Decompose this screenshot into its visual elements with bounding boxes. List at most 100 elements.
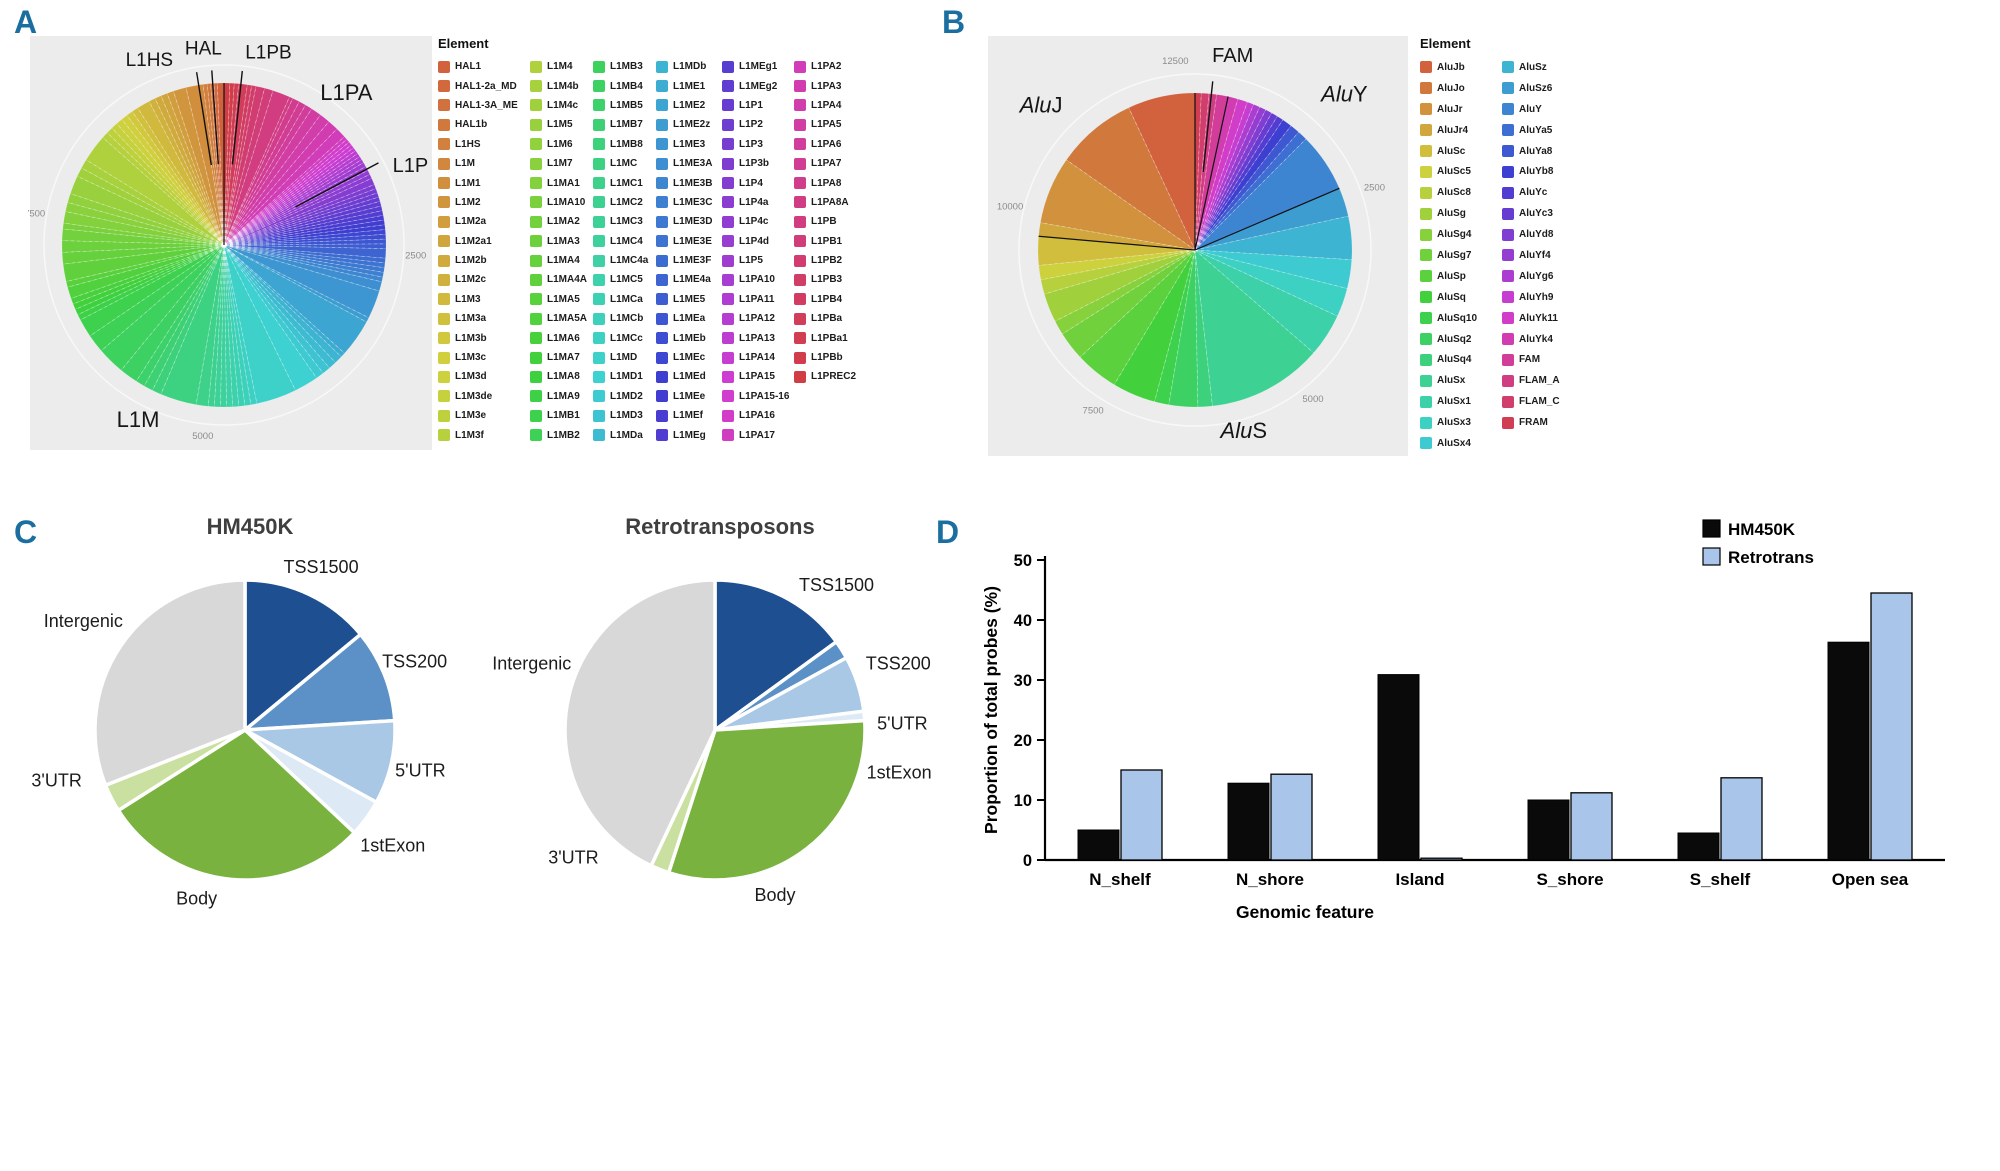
slice-separator <box>223 196 379 246</box>
legend-label: L1M4b <box>547 80 579 92</box>
bar-HM450K-Island <box>1377 674 1420 861</box>
legend-label: L1MA8 <box>547 371 580 383</box>
slice-separator <box>223 128 338 246</box>
legend-item: L1PA13 <box>722 328 794 347</box>
pie-slice-AluJo <box>1066 107 1196 251</box>
pie-slice-L1PA12 <box>223 153 360 246</box>
panel-a-letter: A <box>14 4 38 40</box>
legend-label: L1MEc <box>673 352 706 364</box>
legend-swatch <box>656 99 668 112</box>
pie-slice-L1M3b <box>126 111 225 246</box>
legend-label: L1MA9 <box>547 390 580 402</box>
legend-item: L1M3 <box>438 290 530 309</box>
legend-item: L1MA4 <box>530 251 593 270</box>
legend-swatch <box>593 177 605 190</box>
slice-separator <box>172 91 225 246</box>
legend-label: L1ME2 <box>673 99 706 111</box>
slice-separator <box>111 127 225 246</box>
legend-swatch <box>438 177 450 190</box>
callout-leader-line <box>211 70 220 165</box>
pie-slice-L1MD3 <box>223 244 330 374</box>
slice-separator <box>1079 249 1196 358</box>
legend-item: L1MA7 <box>530 348 593 367</box>
legend-swatch <box>1420 437 1432 450</box>
pie-slice-L1ME3C <box>223 244 384 278</box>
pie-slice-L1P1 <box>223 196 381 246</box>
slice-separator <box>126 115 225 246</box>
legend-swatch <box>722 370 734 383</box>
pie-group-label: FAM <box>1212 45 1253 67</box>
legend-label: L1MD <box>610 352 638 364</box>
pie-slice-TSS200 <box>243 632 397 732</box>
legend-label: L1MEf <box>673 410 703 422</box>
legend-swatch <box>438 80 450 93</box>
legend-item: L1PA11 <box>722 290 794 309</box>
legend-swatch <box>530 99 542 112</box>
legend-swatch <box>438 99 450 112</box>
slice-separator <box>160 95 225 246</box>
pie-slice-L1MB7 <box>143 244 225 391</box>
pie-slice-Intergenic <box>93 578 247 787</box>
pie-slice-AluYf4 <box>1194 106 1266 251</box>
legend-label: L1M4 <box>547 61 573 73</box>
pie-category-label: 3'UTR <box>31 770 81 790</box>
legend-swatch <box>1502 124 1514 137</box>
slice-separator <box>223 205 382 246</box>
slice-separator <box>1194 109 1266 251</box>
pie-slice-L1MC <box>160 244 225 405</box>
legend-item: L1M3a <box>438 309 530 328</box>
legend-item: L1MEd <box>656 367 722 386</box>
slice-separator <box>1194 249 1213 407</box>
legend-swatch <box>656 409 668 422</box>
legend-item: AluSq2 <box>1420 329 1502 350</box>
legend-swatch <box>1420 374 1432 387</box>
legend-item: L1PBa1 <box>794 328 856 347</box>
pie-slice-L1MDb <box>223 244 342 363</box>
legend-item: L1M4 <box>530 57 593 76</box>
legend-label: L1PBa <box>811 313 843 325</box>
pie-slice-L1P4c <box>223 170 371 246</box>
legend-item: AluSx <box>1420 370 1502 391</box>
legend-item: L1M <box>438 154 530 173</box>
panel-b-pie-chart: 2500 5000 7500 10000 12500 FAM AluY AluJ AluS <box>988 36 1408 456</box>
legend-label: L1PB4 <box>811 293 843 305</box>
pie-slice-L1MB4 <box>120 244 225 382</box>
slice-separator <box>223 144 352 246</box>
legend-swatch <box>593 60 605 73</box>
slice-separator <box>77 175 225 246</box>
pie-slice-L1PB3 <box>223 85 257 246</box>
legend-label: AluSg7 <box>1437 249 1472 261</box>
legend-item: L1MA5A <box>530 309 593 328</box>
legend-label: L1MCa <box>610 293 643 305</box>
slice-separator <box>160 244 225 395</box>
legend-swatch <box>1502 228 1514 241</box>
legend-item: L1PA10 <box>722 270 794 289</box>
legend-label: L1PA8A <box>811 196 849 208</box>
panel-a-pie-chart: 2500 5000 7500 L1HS HAL L1PB L1PA L1P L1M <box>28 36 432 450</box>
pie-slice-L1MB3 <box>100 244 225 371</box>
legend-label: L1M3d <box>455 371 487 383</box>
legend-swatch <box>794 351 806 364</box>
pie-slice-AluYg6 <box>1194 104 1260 251</box>
legend-label: L1P4d <box>739 235 770 247</box>
legend-label: L1MB1 <box>547 410 580 422</box>
legend-swatch <box>438 196 450 209</box>
pie-slice-L1M5 <box>70 176 225 246</box>
pie-slice-L1MB8 <box>152 244 225 395</box>
slice-separator <box>223 244 386 259</box>
legend-swatch <box>1502 270 1514 283</box>
slice-separator <box>223 244 227 407</box>
legend-column: AluJb AluJo AluJr AluJr4 AluSc AluSc5 AluSc8 Al… <box>1420 57 1502 454</box>
legend-label: L1MD3 <box>610 410 643 422</box>
legend-item: L1M5 <box>530 115 593 134</box>
polar-tick-label: 2500 <box>1364 183 1385 194</box>
pie-slice-L1MCa <box>223 244 246 407</box>
legend-swatch <box>1420 145 1432 157</box>
pie-category-label: 3'UTR <box>548 847 598 867</box>
slice-separator <box>152 244 225 391</box>
legend-label: L1M5 <box>547 119 573 131</box>
pie-group-label: L1HS <box>126 50 174 71</box>
legend-swatch <box>438 215 450 228</box>
slice-separator <box>223 219 385 246</box>
legend-item: L1ME3B <box>656 173 722 192</box>
